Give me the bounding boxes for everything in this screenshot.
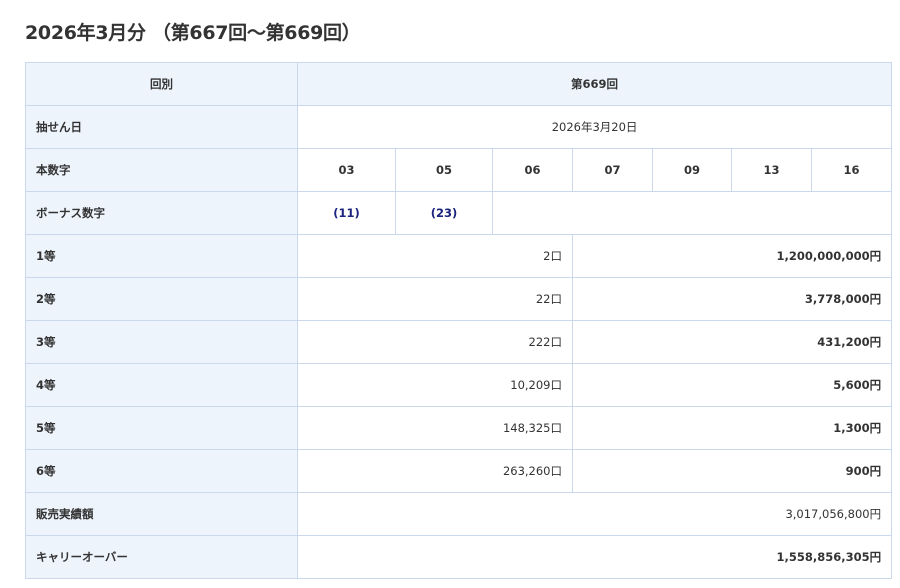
- carryover-label: キャリーオーバー: [25, 535, 298, 579]
- main-number: 03: [297, 148, 396, 192]
- prize-row: 3等 222口 431,200円: [25, 320, 893, 364]
- prize-winners: 22口: [297, 277, 573, 321]
- main-number: 06: [492, 148, 573, 192]
- page-title: 2026年3月分 （第667回～第669回）: [25, 22, 361, 44]
- draw-date-row: 抽せん日 2026年3月20日: [25, 105, 893, 149]
- prize-amount: 900円: [571, 449, 893, 493]
- carryover-value: 1,558,856,305円: [296, 535, 893, 579]
- bonus-number: (11): [297, 191, 396, 235]
- sales-value: 3,017,056,800円: [296, 492, 893, 536]
- prize-amount: 1,200,000,000円: [571, 234, 893, 278]
- prize-label: 5等: [25, 406, 298, 450]
- prize-winners: 2口: [297, 234, 573, 278]
- prize-row: 2等 22口 3,778,000円: [25, 277, 893, 321]
- prize-amount: 1,300円: [571, 406, 893, 450]
- prize-amount: 5,600円: [571, 363, 893, 407]
- prize-winners: 10,209口: [297, 363, 573, 407]
- prize-label: 4等: [25, 363, 298, 407]
- empty-cell: [491, 191, 893, 235]
- prize-winners: 148,325口: [297, 406, 573, 450]
- round-value: 第669回: [296, 62, 893, 106]
- prize-amount: 431,200円: [571, 320, 893, 364]
- draw-date-value: 2026年3月20日: [296, 105, 893, 149]
- prize-row: 1等 2口 1,200,000,000円: [25, 234, 893, 278]
- prize-amount: 3,778,000円: [571, 277, 893, 321]
- prize-winners: 222口: [297, 320, 573, 364]
- main-number: 13: [731, 148, 812, 192]
- main-number: 09: [652, 148, 732, 192]
- main-number: 07: [572, 148, 653, 192]
- prize-row: 5等 148,325口 1,300円: [25, 406, 893, 450]
- sales-row: 販売実績額 3,017,056,800円: [25, 492, 893, 536]
- prize-label: 1等: [25, 234, 298, 278]
- bonus-number: (23): [395, 191, 493, 235]
- main-number: 05: [395, 148, 493, 192]
- draw-date-label: 抽せん日: [25, 105, 298, 149]
- prize-label: 3等: [25, 320, 298, 364]
- prize-label: 6等: [25, 449, 298, 493]
- prize-winners: 263,260口: [297, 449, 573, 493]
- bonus-numbers-label: ボーナス数字: [25, 191, 298, 235]
- results-table: 回別 第669回 抽せん日 2026年3月20日 本数字 03 05 06 07…: [25, 62, 893, 579]
- round-row: 回別 第669回: [25, 62, 893, 106]
- main-numbers-label: 本数字: [25, 148, 298, 192]
- sales-label: 販売実績額: [25, 492, 298, 536]
- prize-row: 6等 263,260口 900円: [25, 449, 893, 493]
- main-numbers-row: 本数字 03 05 06 07 09 13 16: [25, 148, 893, 192]
- main-number: 16: [810, 148, 893, 192]
- prize-row: 4等 10,209口 5,600円: [25, 363, 893, 407]
- bonus-numbers-row: ボーナス数字 (11) (23): [25, 191, 893, 235]
- carryover-row: キャリーオーバー 1,558,856,305円: [25, 535, 893, 579]
- prize-label: 2等: [25, 277, 298, 321]
- round-label: 回別: [25, 62, 298, 106]
